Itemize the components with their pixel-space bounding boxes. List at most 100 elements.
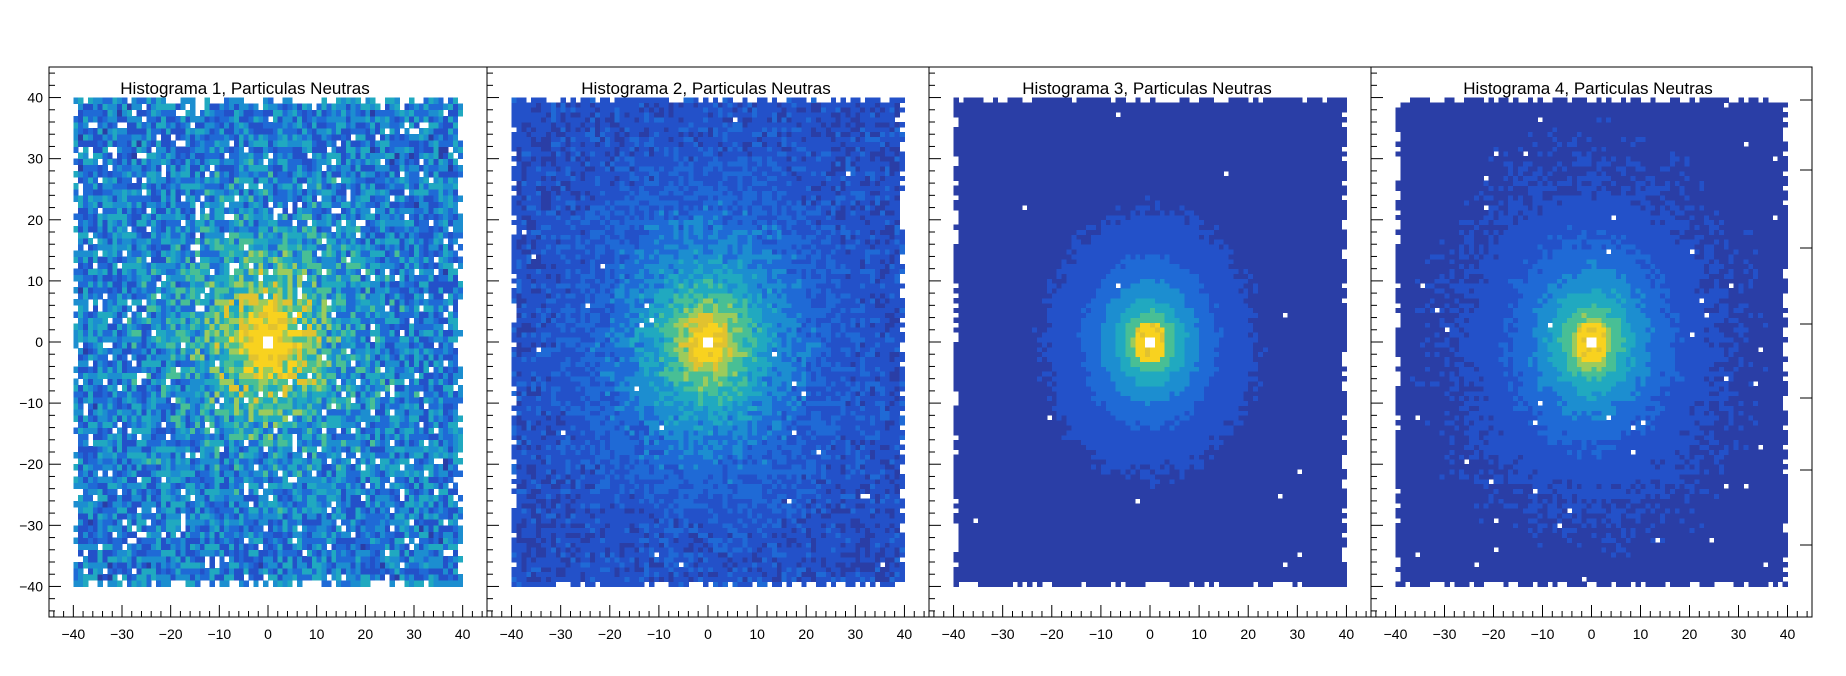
heatmap-cell [126, 421, 133, 428]
heatmap-cell [311, 543, 318, 551]
heatmap-cell [117, 244, 123, 251]
heatmap-cell [287, 421, 293, 428]
heatmap-cell [316, 476, 322, 483]
heatmap-cell [102, 384, 108, 392]
heatmap-cell [350, 195, 356, 202]
heatmap-cell [151, 232, 157, 239]
heatmap-cell [350, 452, 356, 459]
heatmap-cell [238, 488, 245, 496]
heatmap-cell [151, 280, 157, 288]
heatmap-cell [418, 274, 425, 282]
heatmap-cell [204, 531, 210, 538]
heatmap-cell [146, 445, 152, 453]
heatmap-cell [97, 452, 103, 459]
heatmap-cell [107, 525, 113, 532]
heatmap-cell [83, 256, 89, 263]
heatmap-cell [404, 433, 410, 441]
heatmap-cell [117, 335, 123, 343]
heatmap-cell [302, 244, 308, 251]
heatmap-cell [418, 287, 425, 294]
heatmap-cell [394, 329, 400, 337]
heatmap-cell [209, 250, 215, 257]
heatmap-cell [336, 342, 342, 349]
heatmap-cell [355, 287, 361, 294]
heatmap-cell [107, 366, 113, 373]
heatmap-cell [341, 280, 347, 288]
heatmap-cell [433, 354, 439, 361]
heatmap-cell [160, 342, 167, 349]
heatmap-cell [316, 488, 322, 496]
heatmap-cell [199, 335, 206, 343]
heatmap-cell [341, 317, 347, 325]
heatmap-cell [302, 305, 308, 312]
heatmap-cell [326, 482, 332, 490]
heatmap-cell [112, 470, 118, 477]
heatmap-cell [365, 317, 371, 325]
heatmap-cell [365, 409, 371, 416]
heatmap-cell [404, 250, 410, 257]
heatmap-cell [258, 470, 264, 477]
heatmap-cell [448, 384, 454, 392]
heatmap-cell [409, 219, 415, 227]
heatmap-cell [355, 305, 361, 312]
heatmap-cell [190, 403, 196, 410]
heatmap-cell [180, 262, 186, 270]
heatmap-cell [204, 427, 210, 435]
heatmap-cell [126, 531, 133, 538]
heatmap-cell [287, 317, 293, 325]
heatmap-cell [141, 342, 147, 349]
heatmap-cell [389, 574, 395, 581]
heatmap-cell [195, 287, 201, 294]
heatmap-cell [175, 555, 181, 563]
heatmap-cell [122, 280, 128, 288]
heatmap-cell [204, 513, 210, 520]
heatmap-cell [204, 299, 210, 306]
heatmap-cell [219, 189, 225, 196]
heatmap-cell [195, 360, 201, 367]
heatmap-cell [379, 549, 386, 557]
heatmap-cell [141, 500, 147, 508]
heatmap-cell [360, 500, 366, 508]
heatmap-cell [141, 403, 147, 410]
heatmap-cell [443, 452, 449, 459]
heatmap-cell [433, 372, 439, 380]
heatmap-cell [268, 342, 274, 349]
heatmap-cell [355, 549, 361, 557]
heatmap-cell [277, 500, 283, 508]
heatmap-cell [331, 250, 337, 257]
heatmap-cell [399, 268, 405, 276]
heatmap-cell [418, 433, 425, 441]
heatmap-cell [311, 280, 318, 288]
heatmap-cell [423, 177, 429, 184]
heatmap-cell [375, 537, 381, 545]
heatmap-cell [112, 372, 118, 380]
heatmap-cell [292, 348, 298, 355]
heatmap-cell [258, 293, 264, 300]
heatmap-cell [389, 189, 395, 196]
heatmap-cell [238, 476, 245, 483]
heatmap-cell [195, 378, 201, 386]
heatmap-cell [160, 403, 167, 410]
heatmap-cell [170, 305, 176, 312]
heatmap-cell [117, 580, 123, 587]
heatmap-cell [375, 268, 381, 276]
heatmap-cell [336, 293, 342, 300]
heatmap-cell [389, 238, 395, 245]
heatmap-cell [389, 274, 395, 282]
heatmap-cell [126, 574, 133, 581]
heatmap-cell [219, 317, 225, 325]
heatmap-cell [457, 366, 464, 373]
heatmap-cell [341, 207, 347, 215]
heatmap-cell [156, 268, 162, 276]
heatmap-cell [321, 525, 327, 532]
heatmap-cell [195, 458, 201, 465]
heatmap-cell [277, 342, 283, 349]
heatmap-cell [180, 287, 186, 294]
heatmap-cell [131, 494, 137, 502]
heatmap-cell [272, 354, 279, 361]
heatmap-cell [268, 183, 274, 190]
heatmap-cell [370, 348, 376, 355]
heatmap-cell [238, 335, 245, 343]
heatmap-cell [146, 537, 152, 545]
heatmap-cell [258, 421, 264, 428]
